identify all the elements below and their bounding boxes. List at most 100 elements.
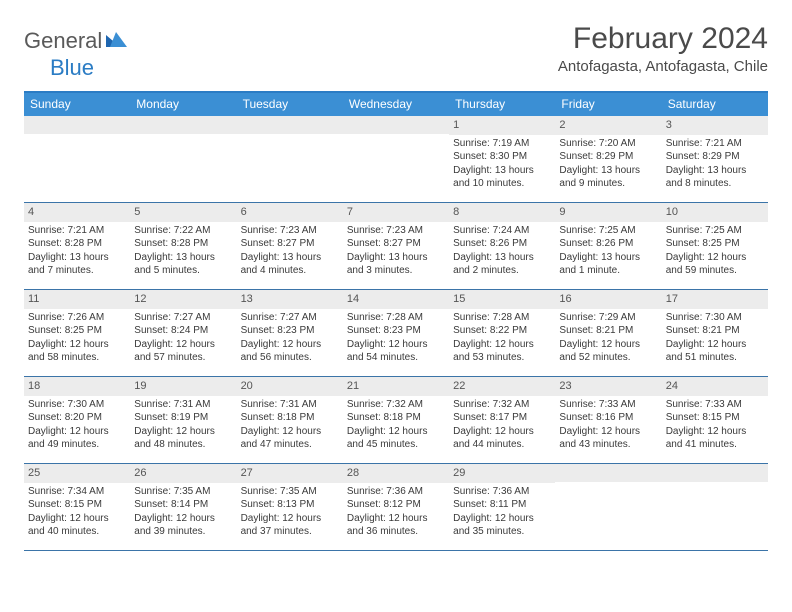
day-body: Sunrise: 7:27 AMSunset: 8:24 PMDaylight:… bbox=[130, 311, 236, 369]
sunrise-text: Sunrise: 7:31 AM bbox=[134, 398, 232, 412]
day-number: 7 bbox=[343, 203, 449, 222]
day-number: 21 bbox=[343, 377, 449, 396]
daylight-text: Daylight: 12 hours and 45 minutes. bbox=[347, 425, 445, 452]
day-number: 27 bbox=[237, 464, 343, 483]
day-body: Sunrise: 7:31 AMSunset: 8:19 PMDaylight:… bbox=[130, 398, 236, 456]
day-number: 12 bbox=[130, 290, 236, 309]
day-cell: 23Sunrise: 7:33 AMSunset: 8:16 PMDayligh… bbox=[555, 377, 661, 463]
day-cell: 21 Sunrise: 7:32 AMSunset: 8:18 PMDayligh… bbox=[343, 377, 449, 463]
empty-day-bar bbox=[662, 464, 768, 482]
sunset-text: Sunset: 8:23 PM bbox=[241, 324, 339, 338]
daylight-text: Daylight: 12 hours and 41 minutes. bbox=[666, 425, 764, 452]
day-cell bbox=[237, 116, 343, 202]
day-body: Sunrise: 7:29 AMSunset: 8:21 PMDaylight:… bbox=[555, 311, 661, 369]
sunrise-text: Sunrise: 7:36 AM bbox=[347, 485, 445, 499]
day-number: 1 bbox=[449, 116, 555, 135]
week-row: 25Sunrise: 7:34 AMSunset: 8:15 PMDayligh… bbox=[24, 464, 768, 551]
day-body: Sunrise: 7:32 AMSunset: 8:18 PMDaylight:… bbox=[343, 398, 449, 456]
day-cell: 24 Sunrise: 7:33 AMSunset: 8:15 PMDayligh… bbox=[662, 377, 768, 463]
sunrise-text: Sunrise: 7:27 AM bbox=[134, 311, 232, 325]
sunset-text: Sunset: 8:29 PM bbox=[559, 150, 657, 164]
weekday-header-row: Sunday Monday Tuesday Wednesday Thursday… bbox=[24, 93, 768, 116]
sunrise-text: Sunrise: 7:20 AM bbox=[559, 137, 657, 151]
day-number: 5 bbox=[130, 203, 236, 222]
day-cell: 14Sunrise: 7:28 AMSunset: 8:23 PMDayligh… bbox=[343, 290, 449, 376]
day-body: Sunrise: 7:30 AMSunset: 8:21 PMDaylight:… bbox=[662, 311, 768, 369]
sunrise-text: Sunrise: 7:35 AM bbox=[134, 485, 232, 499]
day-number: 24 bbox=[662, 377, 768, 396]
daylight-text: Daylight: 13 hours and 2 minutes. bbox=[453, 251, 551, 278]
day-body: Sunrise: 7:27 AMSunset: 8:23 PMDaylight:… bbox=[237, 311, 343, 369]
day-body: Sunrise: 7:23 AMSunset: 8:27 PMDaylight:… bbox=[237, 224, 343, 282]
day-body: Sunrise: 7:36 AMSunset: 8:11 PMDaylight:… bbox=[449, 485, 555, 543]
sunrise-text: Sunrise: 7:30 AM bbox=[28, 398, 126, 412]
day-body: Sunrise: 7:35 AMSunset: 8:14 PMDaylight:… bbox=[130, 485, 236, 543]
daylight-text: Daylight: 12 hours and 56 minutes. bbox=[241, 338, 339, 365]
daylight-text: Daylight: 12 hours and 36 minutes. bbox=[347, 512, 445, 539]
day-number: 18 bbox=[24, 377, 130, 396]
day-cell: 3Sunrise: 7:21 AMSunset: 8:29 PMDaylight… bbox=[662, 116, 768, 202]
day-number: 26 bbox=[130, 464, 236, 483]
day-body: Sunrise: 7:23 AMSunset: 8:27 PMDaylight:… bbox=[343, 224, 449, 282]
brand-triangle-icon bbox=[106, 31, 128, 52]
day-body: Sunrise: 7:28 AMSunset: 8:23 PMDaylight:… bbox=[343, 311, 449, 369]
day-number: 19 bbox=[130, 377, 236, 396]
empty-day-bar bbox=[555, 464, 661, 482]
daylight-text: Daylight: 12 hours and 43 minutes. bbox=[559, 425, 657, 452]
day-number: 28 bbox=[343, 464, 449, 483]
sunset-text: Sunset: 8:16 PM bbox=[559, 411, 657, 425]
day-cell: 27 Sunrise: 7:35 AMSunset: 8:13 PMDayligh… bbox=[237, 464, 343, 550]
weekday-header: Sunday bbox=[24, 93, 130, 116]
day-body: Sunrise: 7:33 AMSunset: 8:15 PMDaylight:… bbox=[662, 398, 768, 456]
day-cell: 22Sunrise: 7:32 AMSunset: 8:17 PMDayligh… bbox=[449, 377, 555, 463]
sunrise-text: Sunrise: 7:28 AM bbox=[347, 311, 445, 325]
day-cell: 19 Sunrise: 7:31 AMSunset: 8:19 PMDayligh… bbox=[130, 377, 236, 463]
day-body: Sunrise: 7:33 AMSunset: 8:16 PMDaylight:… bbox=[555, 398, 661, 456]
daylight-text: Daylight: 12 hours and 51 minutes. bbox=[666, 338, 764, 365]
day-body: Sunrise: 7:32 AMSunset: 8:17 PMDaylight:… bbox=[449, 398, 555, 456]
day-cell: 9Sunrise: 7:25 AMSunset: 8:26 PMDaylight… bbox=[555, 203, 661, 289]
sunset-text: Sunset: 8:15 PM bbox=[28, 498, 126, 512]
sunset-text: Sunset: 8:25 PM bbox=[666, 237, 764, 251]
sunset-text: Sunset: 8:21 PM bbox=[559, 324, 657, 338]
sunrise-text: Sunrise: 7:23 AM bbox=[347, 224, 445, 238]
day-cell: 10 Sunrise: 7:25 AMSunset: 8:25 PMDayligh… bbox=[662, 203, 768, 289]
week-row: 1 Sunrise: 7:19 AMSunset: 8:30 PMDaylight… bbox=[24, 116, 768, 203]
day-cell: 1 Sunrise: 7:19 AMSunset: 8:30 PMDaylight… bbox=[449, 116, 555, 202]
sunset-text: Sunset: 8:11 PM bbox=[453, 498, 551, 512]
daylight-text: Daylight: 12 hours and 47 minutes. bbox=[241, 425, 339, 452]
sunrise-text: Sunrise: 7:33 AM bbox=[666, 398, 764, 412]
day-body: Sunrise: 7:19 AMSunset: 8:30 PMDaylight:… bbox=[449, 137, 555, 195]
daylight-text: Daylight: 12 hours and 59 minutes. bbox=[666, 251, 764, 278]
day-number: 17 bbox=[662, 290, 768, 309]
day-body: Sunrise: 7:25 AMSunset: 8:25 PMDaylight:… bbox=[662, 224, 768, 282]
sunrise-text: Sunrise: 7:22 AM bbox=[134, 224, 232, 238]
day-number: 4 bbox=[24, 203, 130, 222]
day-cell: 15Sunrise: 7:28 AMSunset: 8:22 PMDayligh… bbox=[449, 290, 555, 376]
daylight-text: Daylight: 12 hours and 49 minutes. bbox=[28, 425, 126, 452]
day-number: 10 bbox=[662, 203, 768, 222]
day-number: 20 bbox=[237, 377, 343, 396]
sunset-text: Sunset: 8:23 PM bbox=[347, 324, 445, 338]
day-number: 15 bbox=[449, 290, 555, 309]
sunset-text: Sunset: 8:20 PM bbox=[28, 411, 126, 425]
weekday-header: Monday bbox=[130, 93, 236, 116]
sunrise-text: Sunrise: 7:23 AM bbox=[241, 224, 339, 238]
daylight-text: Daylight: 13 hours and 7 minutes. bbox=[28, 251, 126, 278]
day-cell: 25Sunrise: 7:34 AMSunset: 8:15 PMDayligh… bbox=[24, 464, 130, 550]
day-number: 9 bbox=[555, 203, 661, 222]
day-body: Sunrise: 7:35 AMSunset: 8:13 PMDaylight:… bbox=[237, 485, 343, 543]
sunset-text: Sunset: 8:18 PM bbox=[241, 411, 339, 425]
sunrise-text: Sunrise: 7:27 AM bbox=[241, 311, 339, 325]
day-cell: 13Sunrise: 7:27 AMSunset: 8:23 PMDayligh… bbox=[237, 290, 343, 376]
day-number: 29 bbox=[449, 464, 555, 483]
day-body: Sunrise: 7:36 AMSunset: 8:12 PMDaylight:… bbox=[343, 485, 449, 543]
sunrise-text: Sunrise: 7:30 AM bbox=[666, 311, 764, 325]
sunset-text: Sunset: 8:13 PM bbox=[241, 498, 339, 512]
sunset-text: Sunset: 8:28 PM bbox=[134, 237, 232, 251]
day-cell: 7 Sunrise: 7:23 AMSunset: 8:27 PMDaylight… bbox=[343, 203, 449, 289]
sunrise-text: Sunrise: 7:25 AM bbox=[666, 224, 764, 238]
day-cell: 2Sunrise: 7:20 AMSunset: 8:29 PMDaylight… bbox=[555, 116, 661, 202]
day-cell: 12 Sunrise: 7:27 AMSunset: 8:24 PMDayligh… bbox=[130, 290, 236, 376]
calendar-page: General February 2024 Antofagasta, Antof… bbox=[0, 0, 792, 561]
